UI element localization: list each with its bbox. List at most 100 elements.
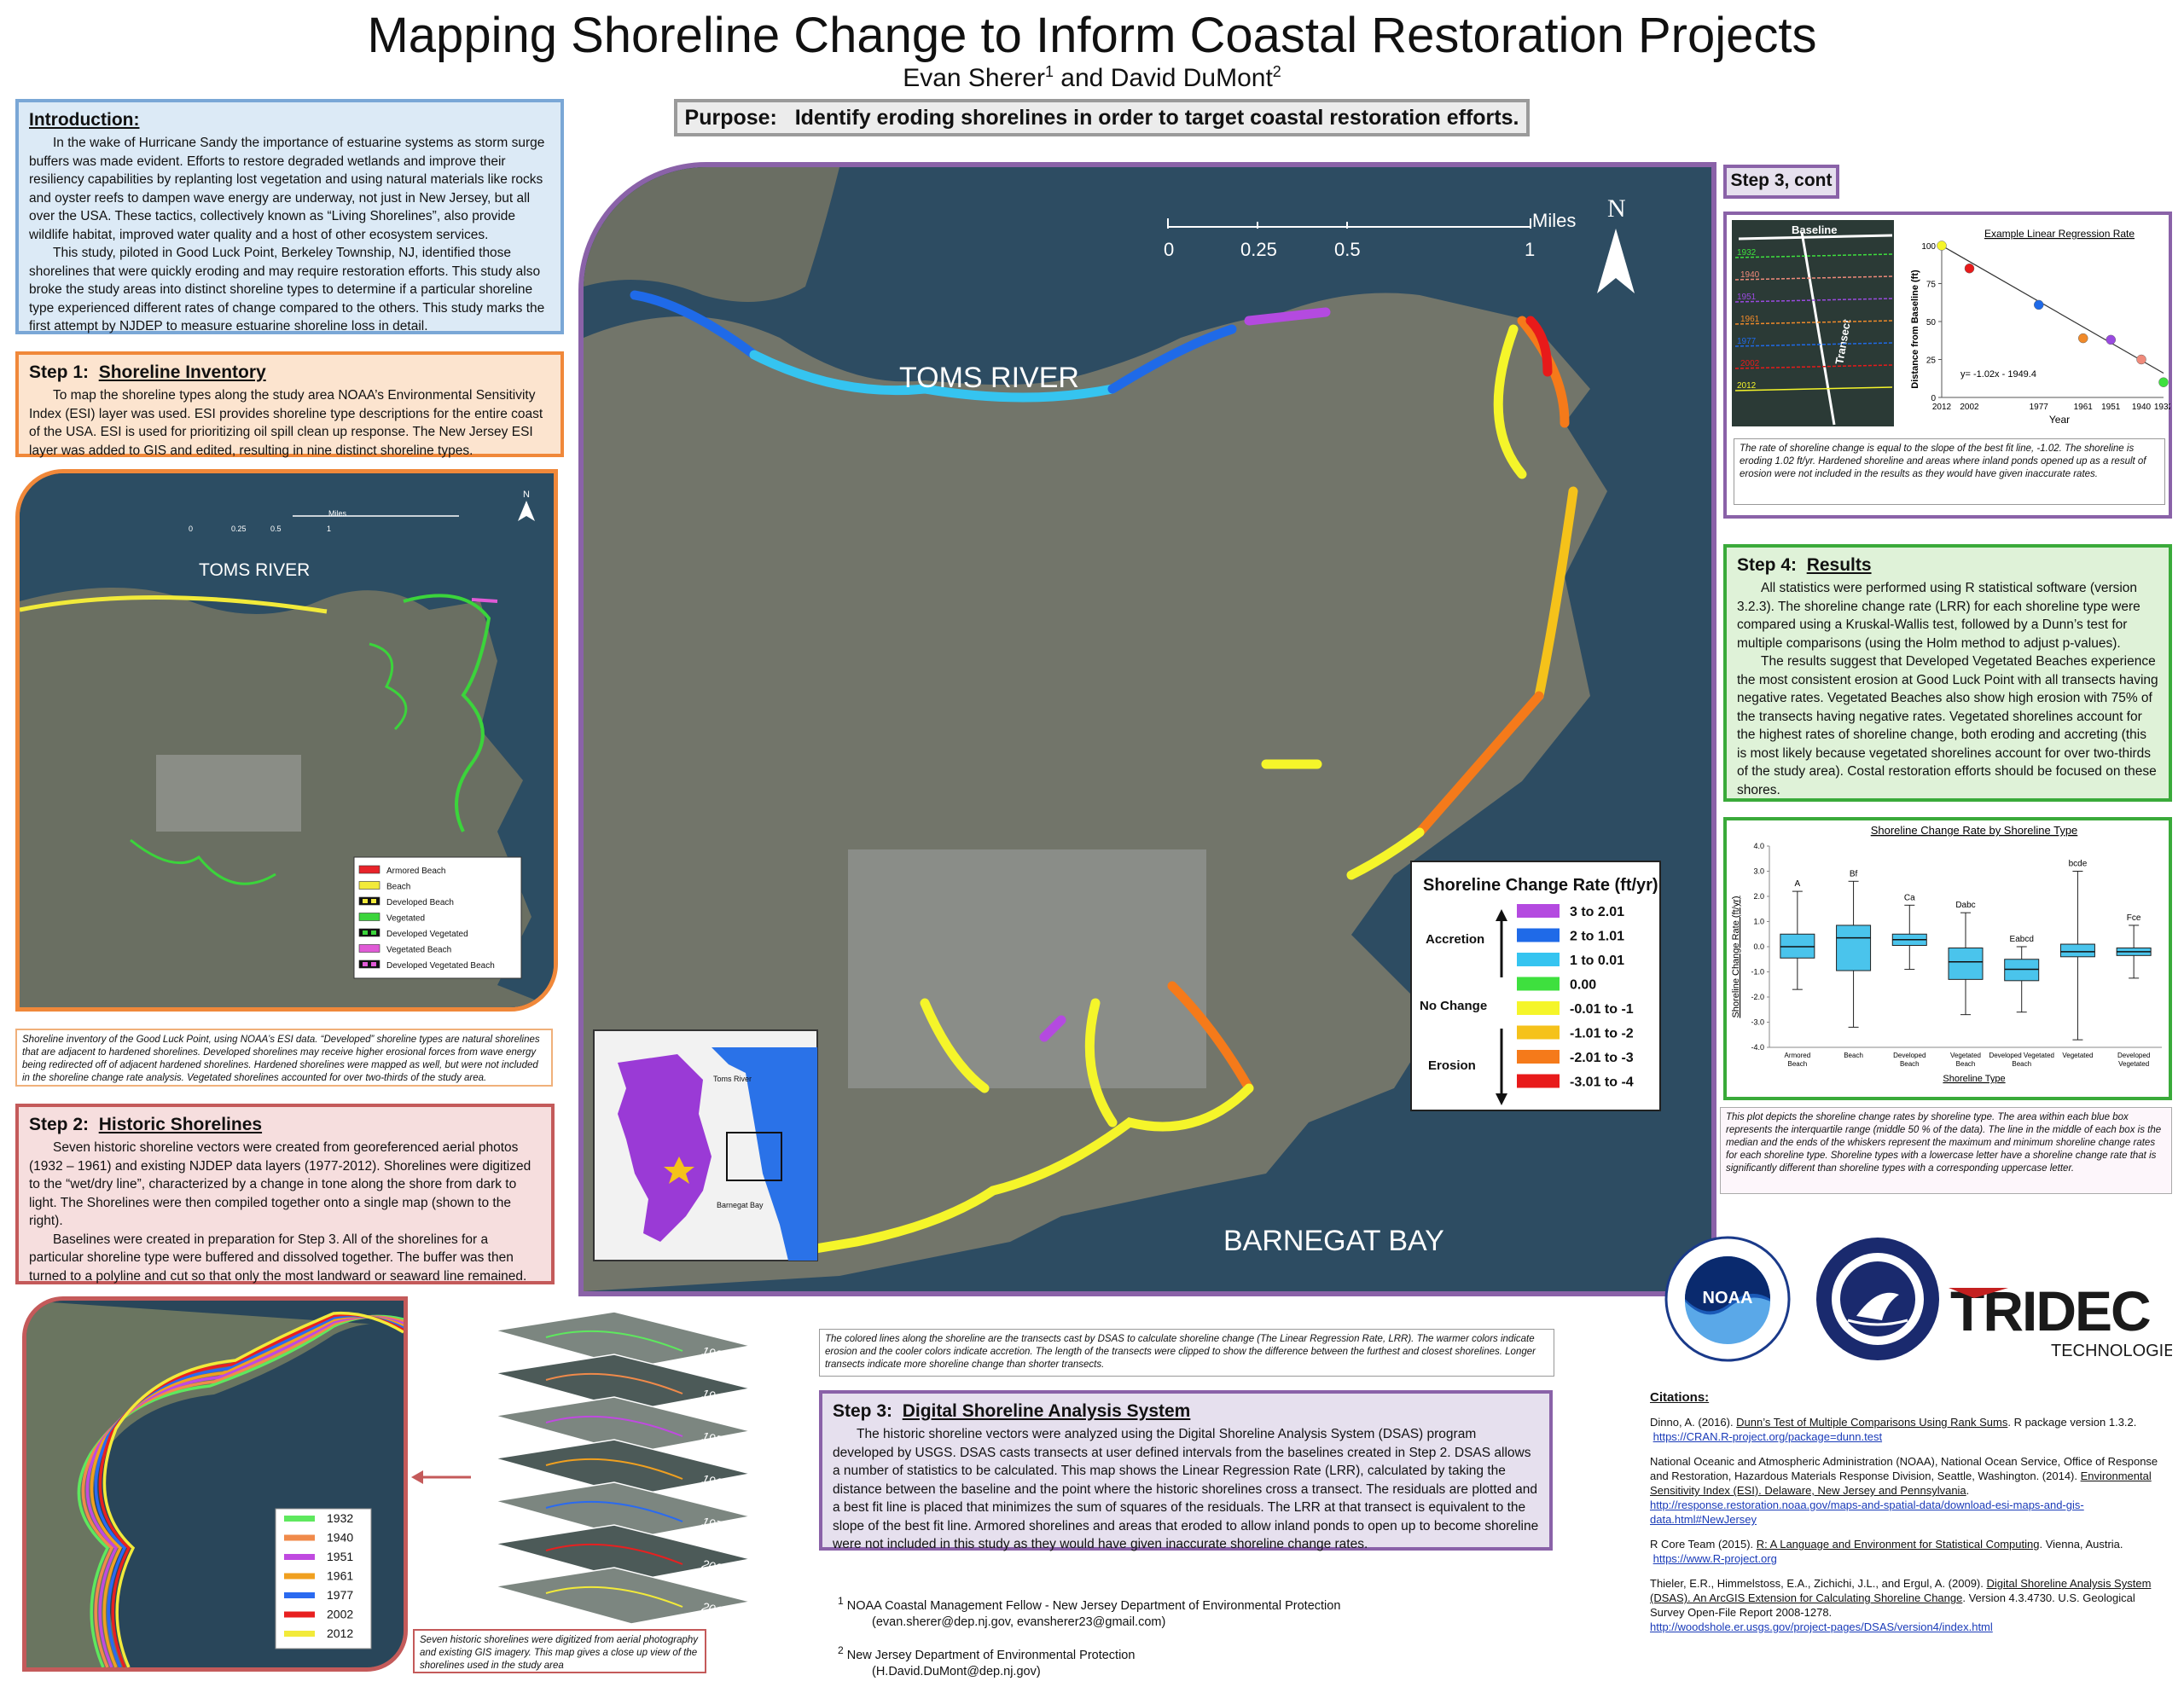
photo-year-label-1961: 1961 [1740,315,1760,324]
purpose-banner: Purpose: Identify eroding shorelines in … [674,99,1530,136]
photo-shoreline-1977 [1734,342,1893,347]
boxplot-category-label: Vegetated [2118,1060,2149,1068]
footnote-1-email: (evan.sherer@dep.nj.gov, evansherer23@gm… [872,1615,1166,1629]
inventory-legend-swatch-inner [371,930,376,935]
inventory-legend-label: Vegetated Beach [386,946,451,955]
transect-segment [1517,316,1570,428]
historic-layer-1932 [494,1311,752,1369]
transect-segment [920,998,990,1093]
noaa-logo: NOAA [1664,1236,1791,1362]
inventory-map-art: Armored Beach Beach Developed Beach Vegetat… [20,473,554,1007]
boxplot-category-label: Vegetated [1950,1052,1981,1059]
regression-point-1932 [2158,377,2169,387]
transect-segment [630,290,759,360]
regression-point-1951 [2106,334,2116,345]
citation-2-link[interactable]: http://response.restoration.noaa.gov/map… [1650,1499,2084,1526]
regression-xtick-label: 2012 [1932,403,1952,412]
tridec-logo: TRIDEC TECHNOLOGIES [1949,1279,2172,1360]
inventory-map: Armored Beach Beach Developed Beach Vegetat… [15,469,558,1012]
inventory-scale-1: 1 [327,525,331,533]
main-scale-1: 1 [1525,239,1535,260]
citation-4-link[interactable]: http://woodshole.er.usgs.gov/project-pag… [1650,1620,1993,1633]
legend-label: 2 to 1.01 [1570,930,1624,944]
historic-layer-stack: 1932 1940 1951 1961 1977 2002 2012 [494,1311,752,1625]
historic-layer-label-1961: 1961 [700,1471,729,1491]
regression-ytick-label: 25 [1926,357,1937,366]
inventory-map-label: TOMS RIVER [199,560,310,580]
citation-3-link[interactable]: https://www.R-project.org [1653,1552,1777,1565]
historic-legend-swatch-1932 [284,1516,315,1522]
inventory-legend-label: Armored Beach [386,867,445,876]
citations: Citations: Dinno, A. (2016). Dunn’s Test… [1650,1390,2172,1644]
historic-layer-1940 [494,1354,752,1412]
step2-paragraph-2: Baselines were created in preparation fo… [29,1232,527,1284]
legend-swatch [1517,1074,1560,1088]
step2-box: Step 2: Historic Shorelines Seven histor… [15,1104,555,1284]
transect-segment [1346,827,1425,880]
historic-layer-line-1940 [545,1372,683,1394]
regression-point-1940 [2136,354,2146,365]
footnote-2: New Jersey Department of Environmental P… [846,1648,1136,1662]
transect-segment [800,1083,1254,1255]
historic-layer-label-1940: 1940 [700,1386,729,1406]
intro-heading: Introduction: [29,110,140,130]
legend-swatch [1517,953,1560,966]
inventory-legend-swatch [358,865,380,874]
legend-swatch [1517,928,1560,942]
inset-label-barnegat: Barnegat Bay [717,1201,764,1209]
inventory-legend-swatch [358,913,380,921]
authors: Evan Sherer1 and David DuMont2 [0,63,2184,93]
photo-year-label-2002: 2002 [1740,359,1760,368]
inventory-scale-05: 0.5 [270,525,282,533]
historic-shoreline-2012 [102,1311,404,1667]
regression-title: Example Linear Regression Rate [1984,228,2135,240]
transect-segment [1167,981,1254,1093]
legend-group-erosion: Erosion [1428,1058,1476,1073]
photo-shoreline-1951 [1734,298,1893,303]
legend-group-accretion: Accretion [1426,932,1484,947]
citation-2: National Oceanic and Atmospheric Adminis… [1650,1455,2158,1526]
inventory-legend-swatch-inner [371,962,376,966]
historic-legend-swatch-2002 [284,1611,315,1618]
boxplot-letter: A [1795,879,1801,889]
poster-title: Mapping Shoreline Change to Inform Coast… [367,8,1817,63]
photo-shoreline-2012 [1734,386,1893,391]
author-2: David DuMont [1110,64,1273,92]
boxplot-title: Shoreline Change Rate by Shoreline Type [1871,824,2078,837]
regression-ytick-label: 75 [1926,281,1937,290]
main-map: TOMS RIVER BARNEGAT BAY 0 0.25 0.5 1 Mil… [578,162,1716,1296]
historic-layer-1951 [494,1396,752,1454]
inventory-legend-swatch [358,944,380,953]
historic-legend-swatch-1961 [284,1573,315,1580]
legend-group-no-change: No Change [1420,999,1487,1013]
transect-segment [1039,1015,1066,1042]
intro-paragraph-1: In the wake of Hurricane Sandy the impor… [29,136,545,242]
citation-1-link[interactable]: https://CRAN.R-project.org/package=dunn.… [1653,1430,1883,1443]
inventory-legend: Armored Beach Beach Developed Beach Vegetat… [353,856,522,979]
main-north-arrow-icon [1597,229,1635,293]
regression-ytick-label: 0 [1931,394,1936,403]
legend-label: 3 to 2.01 [1570,905,1624,919]
regression-panel: Baseline Transect 1932 1940 1951 1961 1977 20… [1723,212,2172,519]
boxplot-ytick-label: -2.0 [1751,993,1764,1001]
legend-title: Shoreline Change Rate (ft/yr) [1423,876,1658,895]
inventory-legend-label: Developed Vegetated Beach [386,961,495,971]
footnotes: 1 NOAA Coastal Management Fellow - New J… [838,1593,1384,1680]
footnote-2-email: (H.David.DuMont@dep.nj.gov) [872,1664,1041,1678]
historic-layer-line-2012 [545,1586,683,1608]
boxplot-ytick-label: 4.0 [1753,842,1764,850]
boxplot-letter: Ca [1904,893,1915,902]
main-map-caption: The colored lines along the shoreline ar… [819,1329,1554,1377]
main-scale-unit: Miles [1532,210,1576,231]
step1-heading: Step 1: Shoreline Inventory [29,362,266,382]
historic-legend-swatch-1951 [284,1554,315,1560]
inventory-legend-swatch [358,928,380,937]
noaa-logo-text: NOAA [1703,1289,1753,1307]
inventory-caption: Shoreline inventory of the Good Luck Poi… [15,1029,553,1087]
boxplot-category-label: Beach [1900,1060,1920,1068]
historic-layer-2002 [494,1524,752,1582]
historic-shoreline-map: 1932 1940 1951 1961 1977 2002 2012 [22,1296,408,1672]
photo-shoreline-1932 [1734,253,1893,258]
main-scale-025: 0.25 [1240,239,1277,260]
regression-equation: y= -1.02x - 1949.4 [1960,369,2036,380]
